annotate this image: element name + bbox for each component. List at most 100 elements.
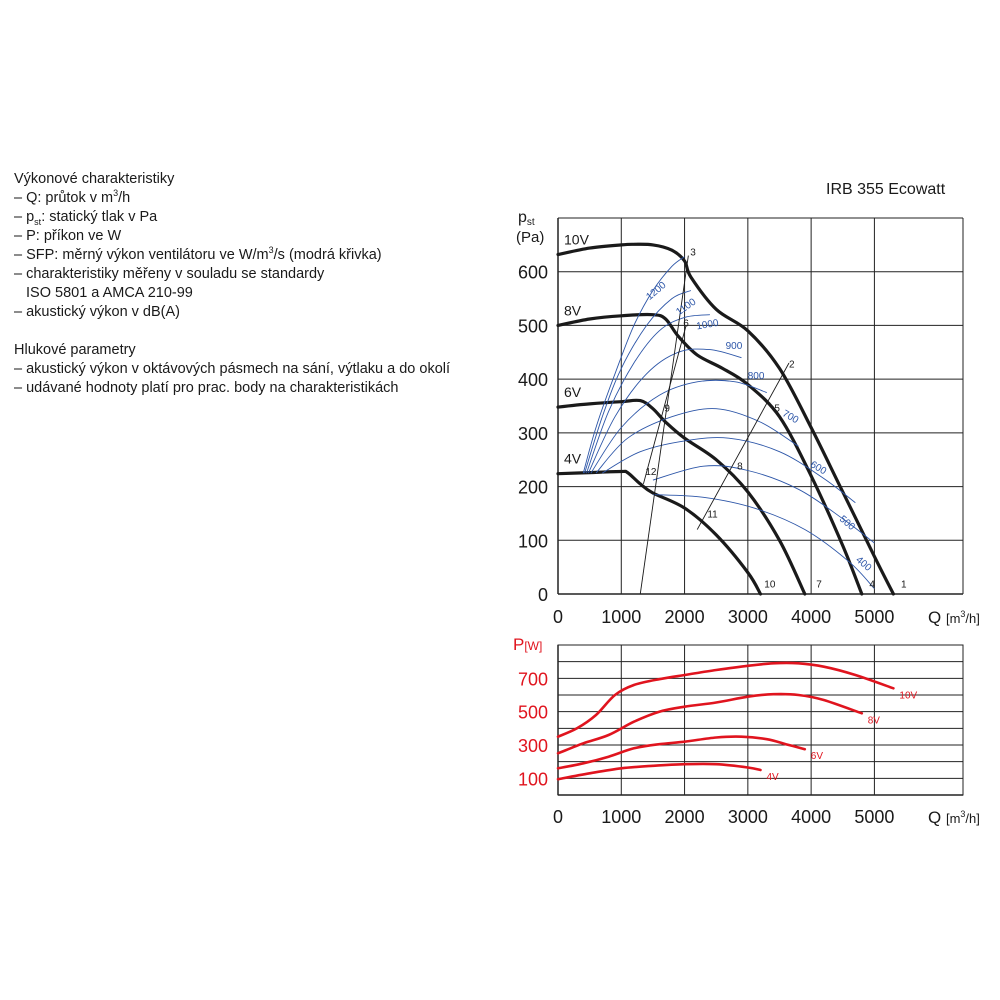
- x-axis-unit-suffix: /h]: [965, 611, 979, 626]
- power-curve-label: 4V: [767, 772, 780, 783]
- pressure-x-axis-label: Q [m3/h]: [928, 608, 980, 627]
- noise-list-item: – udávané hodnoty platí pro prac. body n…: [14, 380, 399, 396]
- sfp-curve-500: [652, 465, 875, 544]
- x-axis-unit-suffix: /h]: [965, 811, 979, 826]
- working-point-label: 3: [690, 248, 696, 259]
- pressure-series: [556, 242, 895, 596]
- power-x-tick-label: 0: [553, 807, 563, 827]
- pressure-curve-label: 8V: [564, 302, 582, 318]
- power-curve-label: 8V: [868, 715, 881, 726]
- x-tick-label: 5000: [854, 607, 894, 627]
- power-curve-10V: [556, 661, 895, 738]
- power-y-axis-label: P[W]: [513, 635, 542, 654]
- x-tick-label: 2000: [665, 607, 705, 627]
- power-y-axis-symbol: P: [513, 635, 524, 654]
- working-point-label: 2: [789, 359, 795, 370]
- working-point-label: 6: [683, 319, 689, 330]
- y-axis-label-subscript: st: [527, 217, 535, 228]
- sfp-curve-label: 900: [726, 341, 743, 352]
- working-point-label: 11: [707, 510, 718, 521]
- noise-list: – akustický výkon v oktávových pásmech n…: [14, 360, 494, 398]
- x-axis-symbol: Q: [928, 808, 946, 827]
- performance-list-item: – P: příkon ve W: [14, 228, 122, 244]
- working-point-label: 1: [901, 580, 907, 591]
- power-x-tick-label: 1000: [601, 807, 641, 827]
- system-line-3-1: [639, 255, 689, 595]
- working-point-label: 9: [664, 403, 670, 414]
- x-axis-unit-superscript: 3: [960, 609, 965, 619]
- performance-list: – Q: průtok v m3/h – pst: statický tlak v…: [14, 189, 494, 322]
- pressure-curve-label: 10V: [564, 232, 590, 248]
- power-curve-4V: [556, 762, 762, 781]
- power-curve-6V: [556, 735, 807, 770]
- sfp-curve-label: 1100: [674, 296, 698, 318]
- x-axis-symbol: Q: [928, 608, 946, 627]
- performance-list-item: – SFP: měrný výkon ventilátoru ve W/m3/s…: [14, 245, 382, 263]
- sfp-curve-900: [587, 348, 742, 474]
- performance-list-item: ISO 5801 a AMCA 210-99: [26, 285, 193, 301]
- power-curve-label: 6V: [811, 751, 824, 762]
- performance-list-item: – Q: průtok v m3/h: [14, 188, 131, 206]
- power-y-tick-label: 700: [518, 669, 548, 689]
- power-y-axis-unit: [W]: [524, 639, 542, 653]
- working-point-label: 7: [816, 580, 822, 591]
- system-line-6-4: [642, 326, 687, 485]
- x-axis-unit-superscript: 3: [960, 809, 965, 819]
- y-axis-unit-label: (Pa): [516, 229, 544, 246]
- x-axis-unit: [m: [946, 811, 960, 826]
- working-point-label: 4: [869, 580, 875, 591]
- power-curve-label: 10V: [899, 690, 917, 701]
- sfp-curve-1200: [582, 256, 685, 474]
- working-point-label: 8: [737, 461, 743, 472]
- y-tick-label: 100: [518, 531, 548, 551]
- power-y-tick-label: 300: [518, 736, 548, 756]
- performance-list-item: – charakteristiky měřeny v souladu se st…: [14, 266, 325, 282]
- y-tick-label: 200: [518, 478, 548, 498]
- x-tick-label: 0: [553, 607, 563, 627]
- system-line-2-11: [696, 362, 790, 530]
- pressure-grid: [557, 217, 964, 595]
- pressure-curve-label: 4V: [564, 451, 582, 467]
- y-tick-label: 0: [538, 585, 548, 605]
- x-tick-label: 1000: [601, 607, 641, 627]
- sfp-curve-400: [652, 494, 875, 589]
- x-tick-label: 4000: [791, 607, 831, 627]
- power-x-tick-label: 4000: [791, 807, 831, 827]
- performance-list-item: – pst: statický tlak v Pa: [14, 209, 158, 227]
- power-x-tick-label: 2000: [665, 807, 705, 827]
- working-point-label: 12: [645, 467, 657, 478]
- y-tick-label: 300: [518, 424, 548, 444]
- chart-title: IRB 355 Ecowatt: [826, 181, 946, 198]
- pressure-curve-8V: [556, 312, 864, 596]
- y-tick-label: 600: [518, 263, 548, 283]
- pressure-curve-4V: [556, 469, 763, 596]
- sfp-curve-1000: [586, 314, 710, 474]
- sfp-curve-600: [602, 437, 856, 504]
- power-y-tick-label: 100: [518, 769, 548, 789]
- x-tick-label: 3000: [728, 607, 768, 627]
- pressure-curve-label: 6V: [564, 384, 582, 400]
- x-axis-unit: [m: [946, 611, 960, 626]
- y-axis-label: pst: [518, 209, 535, 228]
- power-x-tick-label: 3000: [728, 807, 768, 827]
- description-text-block: Výkonové charakteristiky – Q: průtok v m…: [14, 170, 494, 398]
- pressure-curve-10V: [556, 242, 895, 596]
- y-tick-label: 400: [518, 370, 548, 390]
- sfp-curve-label: 1000: [696, 318, 720, 333]
- power-x-axis-label: Q [m3/h]: [928, 808, 980, 827]
- working-point-label: 5: [774, 403, 780, 414]
- performance-list-item: – akustický výkon v dB(A): [14, 304, 180, 320]
- power-x-tick-label: 5000: [854, 807, 894, 827]
- sfp-curve-1100: [584, 290, 692, 474]
- power-curve-8V: [556, 692, 864, 755]
- sfp-curve-label: 400: [853, 555, 873, 574]
- working-point-label: 10: [764, 580, 776, 591]
- sfp-curve-label: 800: [748, 371, 765, 382]
- y-tick-label: 500: [518, 316, 548, 336]
- noise-list-item: – akustický výkon v oktávových pásmech n…: [14, 361, 451, 377]
- power-plot-frame: [557, 644, 964, 796]
- power-chart: 100 300 500 700 0 1000 2000 3000 4000 5000 P[W] Q […: [513, 635, 980, 827]
- power-y-tick-label: 500: [518, 703, 548, 723]
- noise-heading: Hlukové parametry: [14, 342, 136, 358]
